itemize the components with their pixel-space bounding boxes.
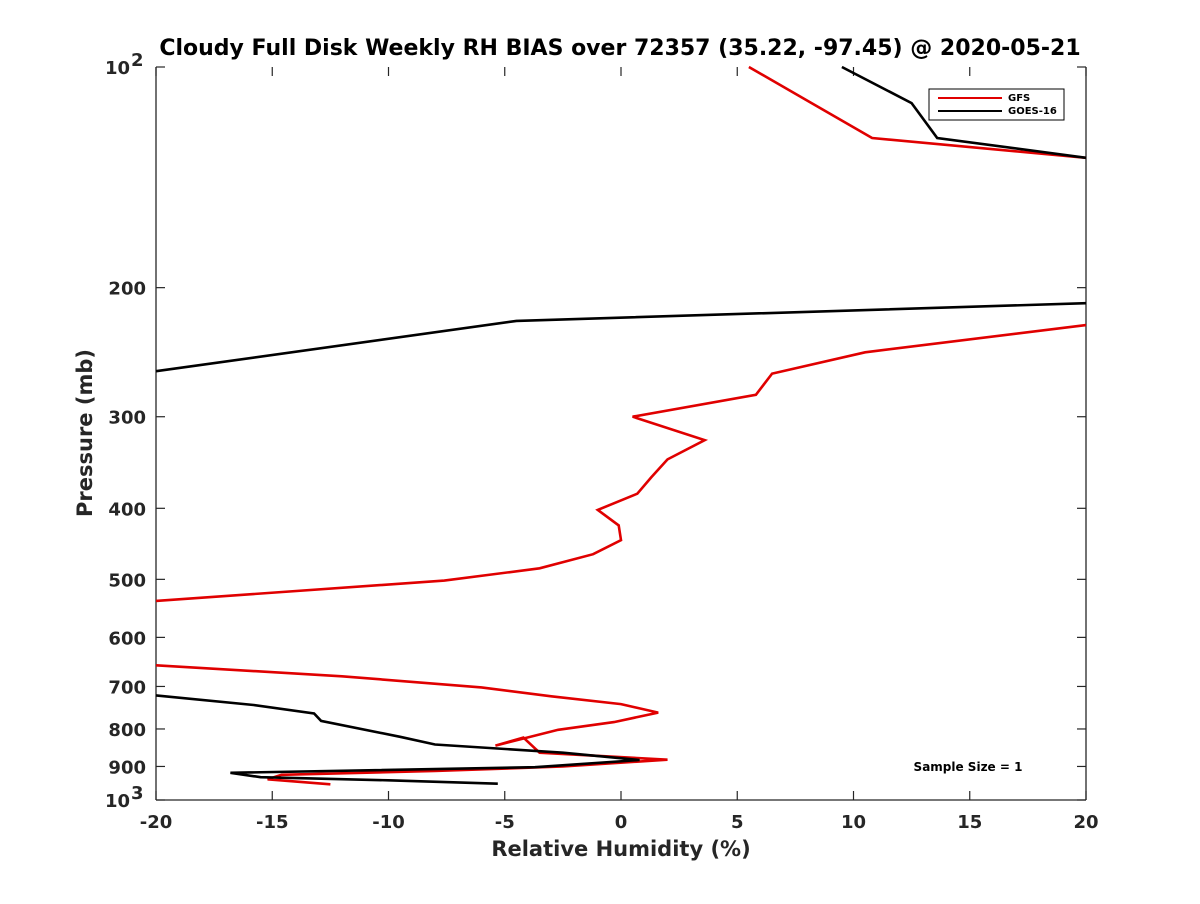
x-tick-label: 5: [731, 812, 744, 833]
legend-box: [928, 88, 1065, 121]
legend-label-goes-16: GOES-16: [1008, 106, 1057, 117]
x-tick-label: 20: [1073, 812, 1098, 833]
y-tick-label: 10: [105, 791, 130, 812]
x-tick-label: -15: [256, 812, 289, 833]
y-tick-exponent: 3: [131, 783, 144, 804]
y-axis-title: Pressure (mb): [73, 349, 97, 517]
y-tick-label: 300: [108, 408, 146, 429]
y-tick-label: 800: [108, 720, 146, 741]
y-tick-label: 200: [108, 279, 146, 300]
x-tick-label: -20: [140, 812, 173, 833]
chart-title: Cloudy Full Disk Weekly RH BIAS over 723…: [159, 36, 1080, 61]
y-tick-label: 900: [108, 757, 146, 778]
y-tick-exponent: 2: [131, 50, 144, 71]
x-tick-label: -5: [495, 812, 515, 833]
y-tick-label: 400: [108, 499, 146, 520]
legend: GFS GOES-16: [928, 88, 1065, 121]
x-tick-label: 0: [615, 812, 628, 833]
series-line-goes-16: [155, 65, 1087, 785]
x-axis-title: Relative Humidity (%): [491, 837, 750, 861]
x-ticks-layer: -20 -15 -10 -5 0 5 10 15 20: [140, 67, 1099, 833]
x-tick-label: -10: [372, 812, 405, 833]
y-tick-label: 600: [108, 628, 146, 649]
x-tick-label: 15: [957, 812, 982, 833]
y-tick-label: 700: [108, 677, 146, 698]
sample-size-annotation: Sample Size = 1: [914, 760, 1023, 774]
legend-label-gfs: GFS: [1008, 93, 1030, 104]
y-tick-label: 10: [105, 58, 130, 79]
series-layer: [155, 65, 1087, 786]
y-tick-label: 500: [108, 570, 146, 591]
series-line-gfs: [155, 65, 1087, 786]
x-tick-label: 10: [841, 812, 866, 833]
